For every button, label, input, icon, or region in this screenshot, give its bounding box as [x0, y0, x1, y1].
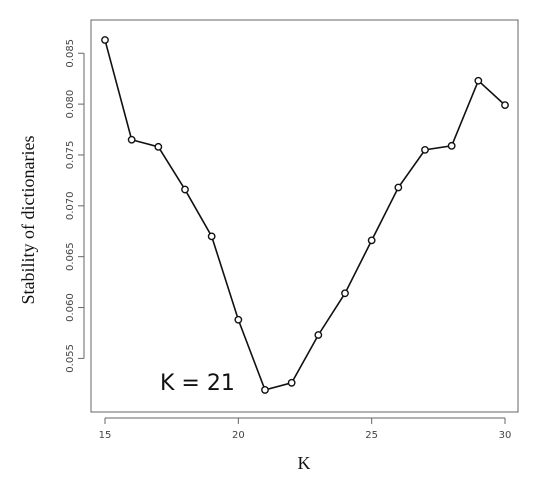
y-axis: 0.055 0.060 0.065 0.070 0.075 0.080 0.085	[65, 39, 85, 373]
x-tick-label: 25	[365, 430, 378, 441]
data-point	[314, 331, 323, 339]
data-point	[394, 183, 403, 192]
x-axis: 15 20 25 30	[99, 417, 512, 441]
y-tick-label: 0.065	[65, 242, 76, 271]
y-tick-label: 0.070	[65, 192, 76, 221]
y-tick-label: 0.085	[65, 39, 76, 68]
data-point	[234, 315, 243, 324]
data-point	[501, 101, 509, 110]
plot-frame	[90, 19, 519, 413]
y-axis-title: Stability of dictionaries	[18, 136, 38, 305]
data-point	[367, 236, 376, 245]
data-point	[447, 141, 456, 150]
x-tick-label: 30	[499, 430, 512, 441]
x-axis-title: K	[298, 453, 311, 473]
optimal-k-annotation: K = 21	[160, 371, 235, 396]
x-tick-label: 15	[99, 430, 112, 441]
x-tick-label: 20	[232, 430, 245, 441]
series	[101, 36, 509, 394]
y-tick-label: 0.060	[65, 293, 76, 322]
data-point	[261, 386, 269, 394]
y-tick-label: 0.080	[65, 90, 76, 119]
y-tick-label: 0.075	[65, 141, 76, 170]
series-line	[104, 39, 506, 391]
data-point	[287, 378, 296, 387]
data-point	[101, 36, 109, 44]
data-point	[207, 232, 216, 241]
data-point	[474, 76, 483, 85]
data-point	[127, 135, 136, 144]
data-point	[181, 185, 189, 194]
data-point	[341, 289, 349, 298]
y-tick-label: 0.055	[65, 344, 76, 373]
data-point	[154, 142, 163, 151]
data-point	[421, 145, 429, 154]
